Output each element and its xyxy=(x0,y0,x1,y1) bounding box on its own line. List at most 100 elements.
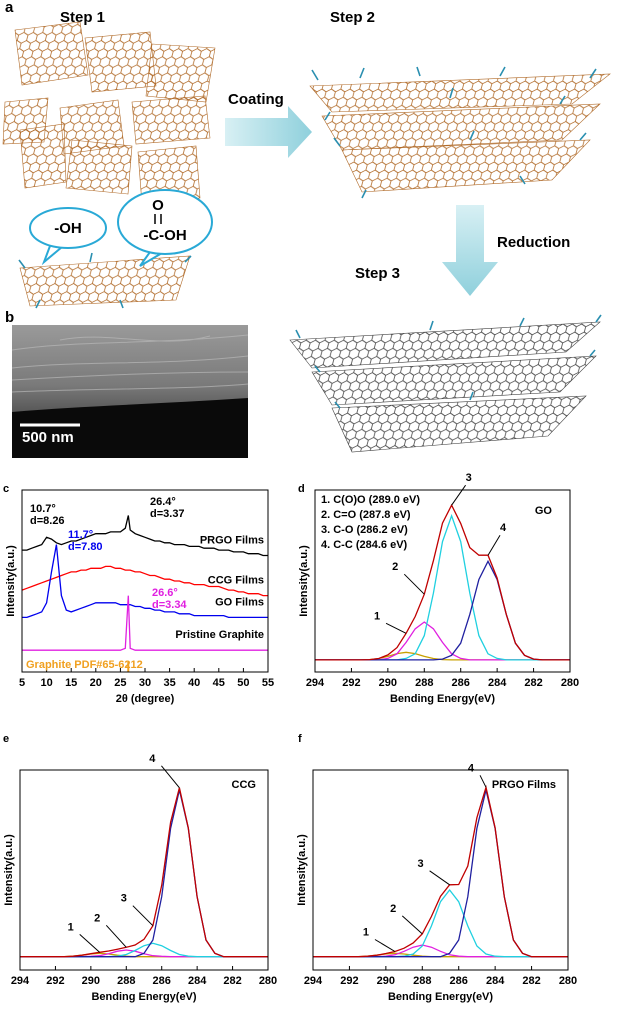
panel-letter: a xyxy=(5,0,14,16)
peak-assignment: 1. C(O)O (289.0 eV) xyxy=(321,494,420,506)
reduction-arrow xyxy=(442,205,498,296)
panel-letter: c xyxy=(3,483,9,495)
series-label: CCG Films xyxy=(208,575,264,587)
graphene-sheet xyxy=(289,321,601,369)
peak-arrow xyxy=(479,775,487,788)
x-tick-label: 294 xyxy=(11,975,30,987)
bubble-tail xyxy=(139,251,163,267)
speech-bubble xyxy=(29,207,107,249)
graphene-oxide-sheet xyxy=(84,31,157,93)
double-bond xyxy=(154,214,162,224)
scale-label: 500 nm xyxy=(22,429,74,446)
peak-arrow xyxy=(132,905,154,927)
series-line xyxy=(315,503,570,661)
graphene-oxide-sheet xyxy=(131,95,211,145)
x-tick-label: 282 xyxy=(524,677,542,689)
x-tick-label: 15 xyxy=(65,677,77,689)
peak-assignment: 3. C-O (286.2 eV) xyxy=(321,524,408,536)
peak-label: 3 xyxy=(417,858,423,870)
series-line xyxy=(20,787,268,958)
peak-arrow xyxy=(451,484,467,506)
peak-assignment: 4. C-C (284.6 eV) xyxy=(321,539,408,551)
panel-letter: b xyxy=(5,309,14,326)
graphene-sheet xyxy=(311,355,597,406)
x-axis-label: Bending Energy(eV) xyxy=(390,693,495,705)
x-axis-label: Bending Energy(eV) xyxy=(388,991,493,1003)
series-line xyxy=(313,944,568,958)
annotation: d=7.80 xyxy=(68,541,103,553)
peak-assignment: 2. C=O (287.8 eV) xyxy=(321,509,411,521)
annotation: d=8.26 xyxy=(30,515,65,527)
annotation: 26.4° xyxy=(150,496,176,508)
peak-label: 3 xyxy=(466,472,472,484)
graphene-oxide-sheet xyxy=(309,73,611,113)
annotation: 10.7° xyxy=(30,503,56,515)
x-tick-label: 10 xyxy=(40,677,52,689)
x-tick-label: 282 xyxy=(522,975,540,987)
peak-label: 4 xyxy=(149,753,156,765)
plot-frame xyxy=(314,489,571,673)
y-axis-label: Intensity(a.u.) xyxy=(298,545,310,617)
peak-arrow xyxy=(401,915,423,935)
y-axis-label: Intensity(a.u.) xyxy=(5,545,17,617)
x-tick-label: 280 xyxy=(561,677,579,689)
series-line xyxy=(315,559,570,661)
x-axis-label: 2θ (degree) xyxy=(116,693,175,705)
peak-label: 2 xyxy=(390,903,396,915)
peak-arrow xyxy=(79,933,101,953)
y-axis-label: Intensity(a.u.) xyxy=(296,834,308,906)
peak-arrow xyxy=(429,870,450,886)
x-tick-label: 290 xyxy=(377,975,395,987)
x-tick-label: 45 xyxy=(213,677,225,689)
series-line xyxy=(21,565,268,597)
plot-frame xyxy=(21,489,269,673)
step-label: Step 1 xyxy=(60,9,105,26)
graphene-oxide-sheet xyxy=(341,139,591,193)
graphene-oxide-sheet xyxy=(65,139,133,195)
series-line xyxy=(22,544,268,619)
functional-group xyxy=(18,66,597,309)
series-line xyxy=(315,621,570,661)
graphene-oxide-sheet xyxy=(137,145,201,205)
annotation: d=3.37 xyxy=(150,508,185,520)
peak-arrow xyxy=(487,534,501,556)
peak-arrow xyxy=(374,939,396,952)
plot-frame xyxy=(312,769,569,971)
annotation: d=3.34 xyxy=(152,599,187,611)
peak-label: 2 xyxy=(392,561,398,573)
x-tick-label: 280 xyxy=(559,975,577,987)
panel-letter: d xyxy=(298,483,305,495)
arrow-label: Coating xyxy=(228,91,284,108)
peak-arrow xyxy=(161,765,180,789)
peak-label: 1 xyxy=(374,610,380,622)
annotation: 26.6° xyxy=(152,587,178,599)
x-tick-label: 55 xyxy=(262,677,274,689)
x-tick-label: 286 xyxy=(452,677,470,689)
series-line xyxy=(22,515,268,557)
x-axis-label: Bending Energy(eV) xyxy=(91,991,196,1003)
peak-label: 1 xyxy=(363,927,369,939)
series-line xyxy=(313,784,568,958)
x-tick-label: 40 xyxy=(188,677,200,689)
panel-letter: f xyxy=(298,733,302,745)
graphene-oxide-sheet xyxy=(14,21,89,86)
peak-arrow xyxy=(385,622,407,634)
series-line xyxy=(20,942,268,958)
chem-label: O xyxy=(152,197,164,214)
x-tick-label: 288 xyxy=(413,975,431,987)
x-tick-label: 288 xyxy=(415,677,433,689)
chart-title: CCG xyxy=(232,779,256,791)
sem-texture xyxy=(11,334,249,393)
peak-arrow xyxy=(105,924,127,948)
sem-substrate xyxy=(12,398,248,458)
series-line xyxy=(315,513,570,661)
graphene-oxide-sheet xyxy=(145,43,216,103)
peak-label: 2 xyxy=(94,912,100,924)
graphene-oxide-sheet xyxy=(19,255,191,307)
series-label: Pristine Graphite xyxy=(175,629,264,641)
x-tick-label: 35 xyxy=(163,677,175,689)
x-tick-label: 284 xyxy=(486,975,505,987)
x-tick-label: 30 xyxy=(139,677,151,689)
